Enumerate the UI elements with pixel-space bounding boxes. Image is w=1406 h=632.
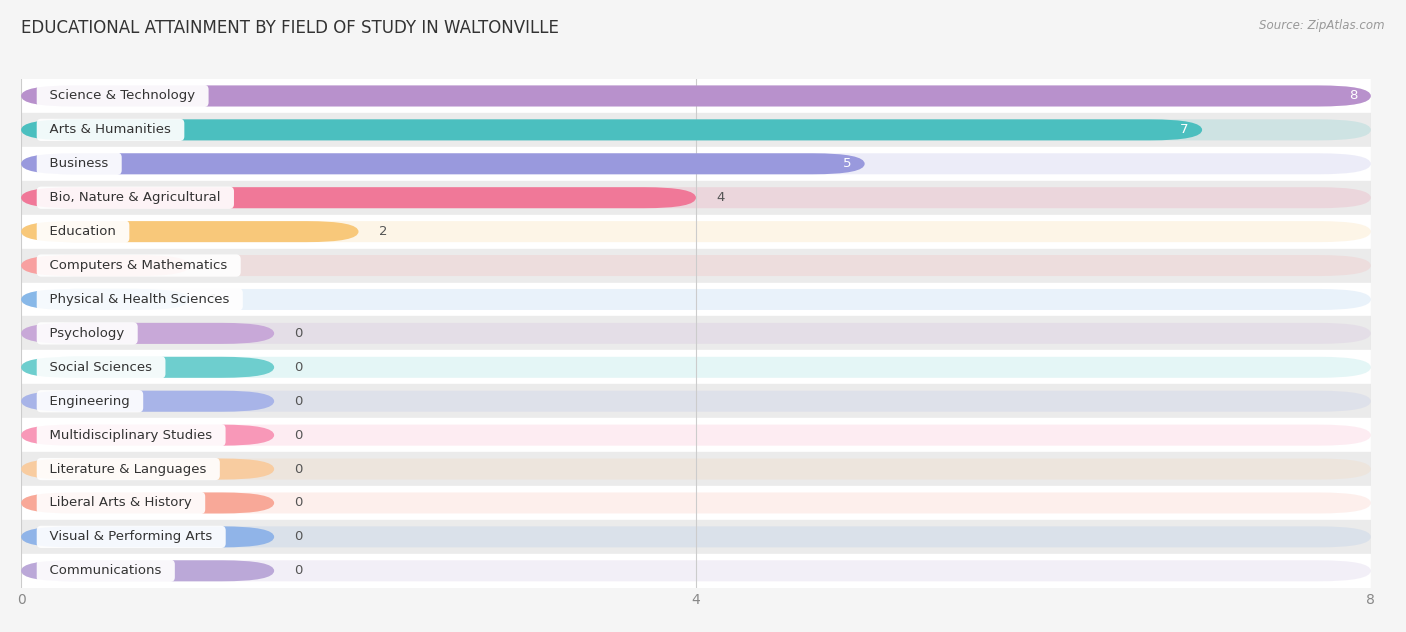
FancyBboxPatch shape [21,391,1371,411]
Text: Engineering: Engineering [41,395,139,408]
Text: Science & Technology: Science & Technology [41,90,204,102]
Bar [21,215,1371,248]
FancyBboxPatch shape [21,119,1371,140]
Text: 0: 0 [294,395,302,408]
FancyBboxPatch shape [21,561,1371,581]
FancyBboxPatch shape [21,391,274,411]
Text: Social Sciences: Social Sciences [41,361,160,374]
Text: Physical & Health Sciences: Physical & Health Sciences [41,293,238,306]
Text: 1: 1 [209,259,218,272]
Bar [21,79,1371,113]
FancyBboxPatch shape [21,221,1371,242]
Bar [21,113,1371,147]
FancyBboxPatch shape [21,85,1371,106]
FancyBboxPatch shape [21,425,274,446]
FancyBboxPatch shape [21,154,1371,174]
Bar [21,283,1371,317]
Text: Education: Education [41,225,125,238]
FancyBboxPatch shape [21,492,274,513]
FancyBboxPatch shape [21,561,274,581]
Text: 7: 7 [1180,123,1188,137]
Text: 0: 0 [294,327,302,340]
FancyBboxPatch shape [21,357,274,378]
Text: 1: 1 [209,293,218,306]
Text: 5: 5 [842,157,851,170]
Text: 2: 2 [378,225,387,238]
Text: Bio, Nature & Agricultural: Bio, Nature & Agricultural [41,191,229,204]
FancyBboxPatch shape [21,323,274,344]
Text: 0: 0 [294,361,302,374]
Bar [21,520,1371,554]
FancyBboxPatch shape [21,187,696,208]
Text: Literature & Languages: Literature & Languages [41,463,215,475]
FancyBboxPatch shape [21,289,190,310]
FancyBboxPatch shape [21,255,1371,276]
FancyBboxPatch shape [21,154,865,174]
Text: 0: 0 [294,428,302,442]
Bar [21,384,1371,418]
FancyBboxPatch shape [21,119,1202,140]
Bar [21,317,1371,350]
Text: 4: 4 [716,191,724,204]
Text: Multidisciplinary Studies: Multidisciplinary Studies [41,428,221,442]
Text: Visual & Performing Arts: Visual & Performing Arts [41,530,221,544]
FancyBboxPatch shape [21,85,1371,106]
FancyBboxPatch shape [21,255,190,276]
Bar [21,350,1371,384]
FancyBboxPatch shape [21,221,359,242]
FancyBboxPatch shape [21,289,1371,310]
Text: 0: 0 [294,564,302,577]
Text: Source: ZipAtlas.com: Source: ZipAtlas.com [1260,19,1385,32]
Bar [21,418,1371,452]
Bar [21,147,1371,181]
FancyBboxPatch shape [21,323,1371,344]
Text: Computers & Mathematics: Computers & Mathematics [41,259,236,272]
Text: Communications: Communications [41,564,170,577]
FancyBboxPatch shape [21,526,1371,547]
Text: 8: 8 [1348,90,1357,102]
Text: EDUCATIONAL ATTAINMENT BY FIELD OF STUDY IN WALTONVILLE: EDUCATIONAL ATTAINMENT BY FIELD OF STUDY… [21,19,560,37]
FancyBboxPatch shape [21,492,1371,513]
FancyBboxPatch shape [21,357,1371,378]
Text: Arts & Humanities: Arts & Humanities [41,123,180,137]
Text: Liberal Arts & History: Liberal Arts & History [41,497,201,509]
Bar [21,248,1371,283]
FancyBboxPatch shape [21,459,1371,480]
Bar [21,181,1371,215]
Bar [21,452,1371,486]
Bar [21,554,1371,588]
Text: 0: 0 [294,530,302,544]
Text: Psychology: Psychology [41,327,134,340]
FancyBboxPatch shape [21,425,1371,446]
Text: Business: Business [41,157,117,170]
FancyBboxPatch shape [21,526,274,547]
FancyBboxPatch shape [21,187,1371,208]
FancyBboxPatch shape [21,459,274,480]
Text: 0: 0 [294,463,302,475]
Bar [21,486,1371,520]
Text: 0: 0 [294,497,302,509]
